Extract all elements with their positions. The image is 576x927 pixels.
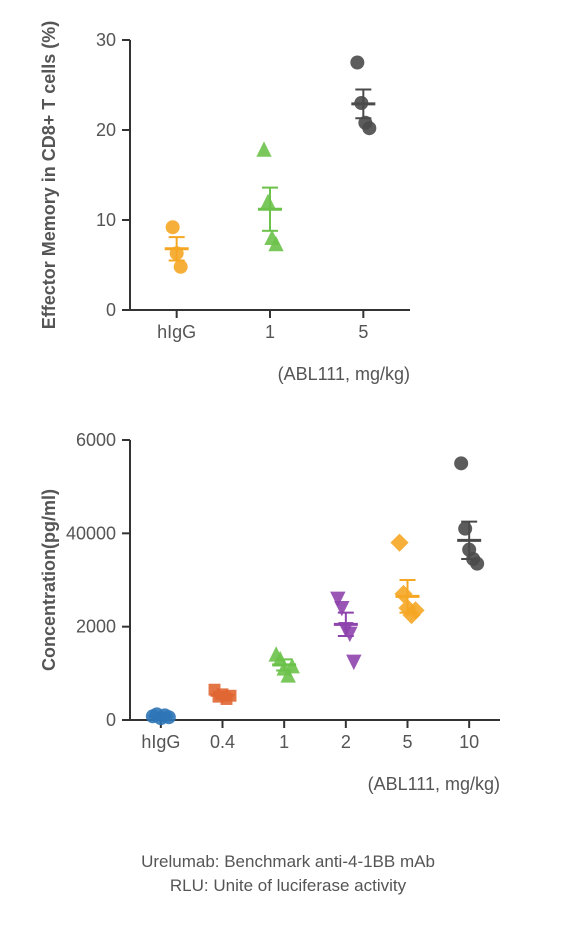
- svg-text:0: 0: [106, 710, 116, 730]
- svg-text:30: 30: [96, 30, 116, 50]
- svg-text:40000: 40000: [66, 523, 116, 543]
- top-chart: 0 10 20 30 hIgG 1 5 (ABL111, mg/kg) Effector Mem…: [0, 0, 576, 400]
- svg-text:Effector Memory in CD8+ T cell: Effector Memory in CD8+ T cells (%): [39, 21, 59, 330]
- svg-text:5: 5: [358, 322, 368, 342]
- svg-text:hIgG: hIgG: [157, 322, 196, 342]
- svg-text:(ABL111, mg/kg): (ABL111, mg/kg): [278, 364, 410, 384]
- svg-text:Concentration(pg/ml): Concentration(pg/ml): [39, 489, 59, 671]
- footnote-line2: RLU: Unite of luciferase activity: [0, 874, 576, 898]
- svg-text:10: 10: [459, 732, 479, 752]
- svg-text:0.4: 0.4: [210, 732, 235, 752]
- svg-text:6000: 6000: [76, 430, 116, 450]
- svg-text:1: 1: [279, 732, 289, 752]
- svg-text:2: 2: [341, 732, 351, 752]
- footnote: Urelumab: Benchmark anti-4-1BB mAb RLU: …: [0, 850, 576, 898]
- footnote-line1: Urelumab: Benchmark anti-4-1BB mAb: [0, 850, 576, 874]
- svg-text:0: 0: [106, 300, 116, 320]
- svg-text:20: 20: [96, 120, 116, 140]
- bottom-chart: 0 2000 40000 6000 hIgG 0.4 1 2 5 10 (ABL111, mg/kg…: [0, 400, 576, 820]
- svg-text:hIgG: hIgG: [141, 732, 180, 752]
- svg-text:2000: 2000: [76, 617, 116, 637]
- svg-text:5: 5: [402, 732, 412, 752]
- svg-text:10: 10: [96, 210, 116, 230]
- svg-text:(ABL111, mg/kg): (ABL111, mg/kg): [368, 774, 500, 794]
- svg-text:1: 1: [265, 322, 275, 342]
